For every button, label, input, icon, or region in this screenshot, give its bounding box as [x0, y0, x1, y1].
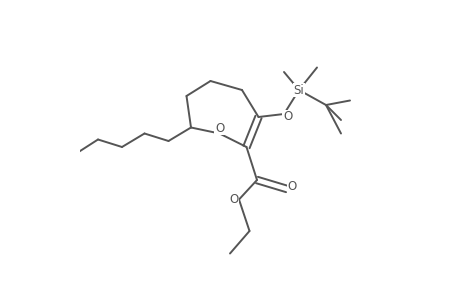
Text: Si: Si	[293, 83, 304, 97]
Text: O: O	[287, 180, 297, 193]
Text: O: O	[214, 122, 224, 135]
Text: O: O	[282, 110, 291, 124]
Text: O: O	[229, 193, 238, 206]
